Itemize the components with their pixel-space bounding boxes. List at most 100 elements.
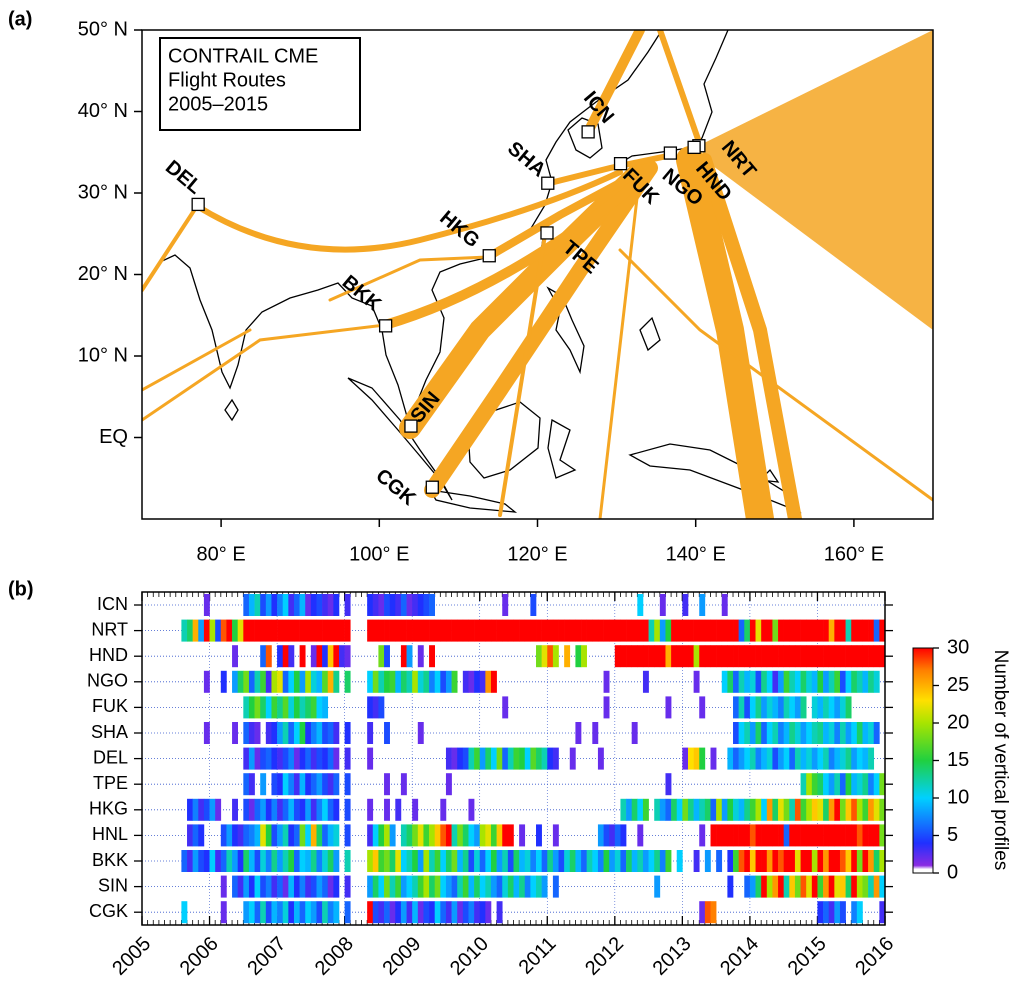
heat-cell (310, 594, 317, 616)
heat-cell (851, 670, 858, 693)
heat-cell (851, 850, 858, 872)
airport-marker (687, 140, 701, 155)
heat-cell (856, 773, 863, 796)
heat-cell (671, 645, 678, 668)
heat-cell (265, 901, 272, 924)
heat-cell (614, 645, 621, 668)
heat-cell (609, 619, 616, 642)
heat-cell (485, 824, 492, 847)
heat-cell (783, 722, 790, 744)
heat-cell (839, 619, 846, 642)
heat-cell (232, 875, 238, 898)
heat-cell (699, 798, 706, 821)
heat-cell (305, 722, 312, 744)
heat-cell (772, 747, 779, 770)
heat-cell (277, 619, 284, 642)
heat-cell (626, 619, 633, 642)
heat-cell (749, 747, 756, 770)
heat-cell (811, 747, 818, 770)
heat-cell (305, 850, 312, 872)
heat-cell (710, 619, 717, 642)
heat-cell (462, 850, 469, 872)
heat-cell (738, 645, 745, 668)
heat-cell (839, 645, 846, 668)
heat-cell (507, 824, 514, 847)
heat-cell (384, 645, 390, 668)
x-tick-label: 2008 (311, 933, 358, 980)
heat-cell (299, 722, 306, 744)
heat-cell (879, 824, 886, 847)
heat-cell (305, 747, 312, 770)
heat-cell (271, 850, 278, 872)
heat-cell (490, 670, 497, 693)
heat-cell (716, 798, 723, 821)
heat-cell (327, 645, 334, 668)
heat-cell (417, 875, 424, 898)
heat-cell (434, 901, 441, 924)
heat-cell (384, 722, 390, 744)
heat-cell (839, 875, 846, 898)
heat-cell (372, 901, 379, 924)
heat-cell (288, 722, 295, 744)
heat-cell (254, 798, 261, 821)
heat-cell (665, 696, 672, 719)
heat-cell (316, 645, 323, 668)
heat-cell (215, 619, 222, 642)
heat-cell (851, 747, 858, 770)
heat-cell (603, 670, 610, 693)
heat-cell (862, 645, 869, 668)
heat-cell (384, 594, 390, 616)
heat-cell (755, 722, 762, 744)
heat-cell (502, 619, 509, 642)
heat-cell (429, 824, 435, 847)
heat-cell (288, 670, 295, 693)
heat-cell (778, 875, 784, 898)
heat-cell (389, 875, 396, 898)
heat-cell (248, 670, 255, 693)
heat-cell (716, 619, 723, 642)
heat-cell (541, 875, 548, 898)
heat-cell (851, 901, 858, 924)
heat-cell (271, 722, 278, 744)
heat-cell (248, 773, 255, 796)
heat-cell (727, 875, 734, 898)
heat-cell (384, 901, 390, 924)
heat-cell (243, 747, 250, 770)
heat-cell (243, 824, 250, 847)
heat-cell (277, 875, 284, 898)
heat-cell (406, 824, 413, 847)
heat-cell (378, 645, 385, 668)
y-tick-label: 40° N (78, 100, 128, 122)
heat-cell (654, 850, 661, 872)
heat-cell (507, 850, 514, 872)
heat-cell (395, 670, 402, 693)
heat-cell (243, 722, 250, 744)
heat-cell (766, 824, 773, 847)
heat-cell (530, 875, 537, 898)
heat-cell (845, 875, 852, 898)
heat-cell (389, 670, 396, 693)
heat-cell (755, 696, 762, 719)
heat-cell (490, 850, 497, 872)
heat-cell (451, 824, 458, 847)
heat-cell (727, 798, 734, 821)
heat-cell (203, 619, 210, 642)
heat-cell (367, 747, 374, 770)
heat-cell (603, 824, 610, 847)
heat-cell (333, 747, 340, 770)
heat-cell (265, 670, 272, 693)
heat-cell (220, 619, 227, 642)
heat-cell (783, 875, 790, 898)
heat-cell (271, 773, 278, 796)
heat-cell (552, 824, 559, 847)
heat-cell (417, 645, 424, 668)
heat-cell (192, 619, 199, 642)
heat-cell (299, 773, 306, 796)
heat-cell (282, 798, 289, 821)
heat-cell (445, 824, 452, 847)
heat-cell (502, 824, 509, 847)
x-tick-label: 100° E (349, 543, 409, 565)
x-tick-label: 140° E (666, 543, 726, 565)
heat-cell (552, 747, 559, 770)
heat-cell (513, 875, 520, 898)
